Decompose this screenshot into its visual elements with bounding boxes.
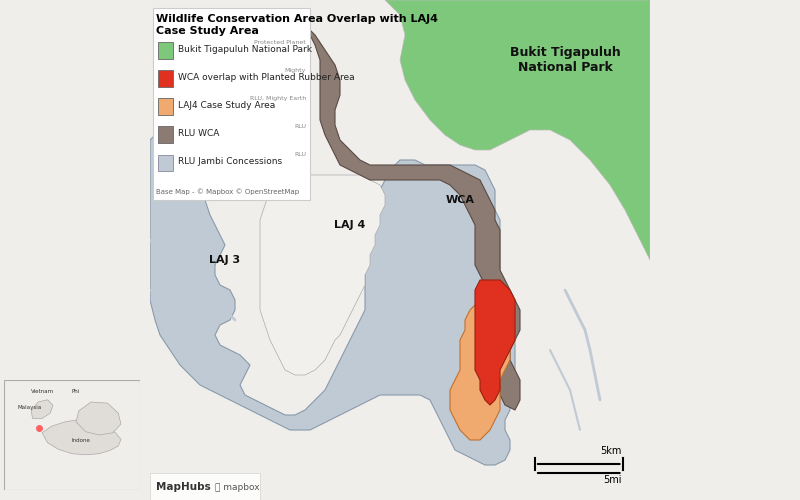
- Text: RLU WCA: RLU WCA: [178, 130, 219, 138]
- Text: RLU, Mighty Earth: RLU, Mighty Earth: [250, 96, 306, 101]
- Bar: [153, 8, 310, 200]
- Text: 5km: 5km: [600, 446, 622, 456]
- Bar: [158, 42, 173, 59]
- Text: Bukit Tigapuluh National Park: Bukit Tigapuluh National Park: [178, 46, 311, 54]
- Text: WCA overlap with Planted Rubber Area: WCA overlap with Planted Rubber Area: [178, 74, 354, 82]
- Text: Protected Planet: Protected Planet: [254, 40, 306, 45]
- Text: Malaysia: Malaysia: [18, 404, 42, 409]
- Bar: [158, 126, 173, 143]
- Text: RLU Jambi Concessions: RLU Jambi Concessions: [178, 158, 282, 166]
- Text: Base Map - © Mapbox © OpenStreetMap: Base Map - © Mapbox © OpenStreetMap: [157, 188, 300, 195]
- Text: LAJ4 Case Study Area: LAJ4 Case Study Area: [178, 102, 274, 110]
- Text: RLU: RLU: [294, 124, 306, 129]
- Text: 5mi: 5mi: [603, 475, 622, 485]
- Bar: [150, 472, 260, 500]
- Text: Phi: Phi: [72, 389, 80, 394]
- Polygon shape: [300, 20, 520, 410]
- Text: RLU: RLU: [294, 152, 306, 157]
- Text: LAJ 4: LAJ 4: [334, 220, 366, 230]
- Text: Ⓞ mapbox: Ⓞ mapbox: [215, 484, 260, 492]
- Polygon shape: [450, 305, 515, 440]
- Bar: [158, 154, 173, 171]
- Text: LAJ 3: LAJ 3: [210, 255, 241, 265]
- Polygon shape: [150, 120, 515, 465]
- Polygon shape: [31, 400, 53, 418]
- Text: MapHubs: MapHubs: [156, 482, 210, 492]
- Text: WMW: WMW: [162, 170, 198, 180]
- Polygon shape: [475, 280, 515, 405]
- Polygon shape: [76, 402, 121, 435]
- Text: WCA: WCA: [446, 195, 474, 205]
- Text: Wildlife Conservation Area Overlap with LAJ4
Case Study Area: Wildlife Conservation Area Overlap with …: [157, 14, 438, 36]
- Text: Mighty: Mighty: [285, 68, 306, 73]
- Polygon shape: [260, 175, 385, 375]
- Bar: [158, 98, 173, 115]
- Text: Vietnam: Vietnam: [31, 389, 54, 394]
- Text: Indone: Indone: [72, 438, 91, 442]
- Polygon shape: [42, 420, 121, 455]
- Bar: [158, 70, 173, 87]
- Polygon shape: [385, 0, 650, 260]
- Text: Bukit Tigapuluh
National Park: Bukit Tigapuluh National Park: [510, 46, 620, 74]
